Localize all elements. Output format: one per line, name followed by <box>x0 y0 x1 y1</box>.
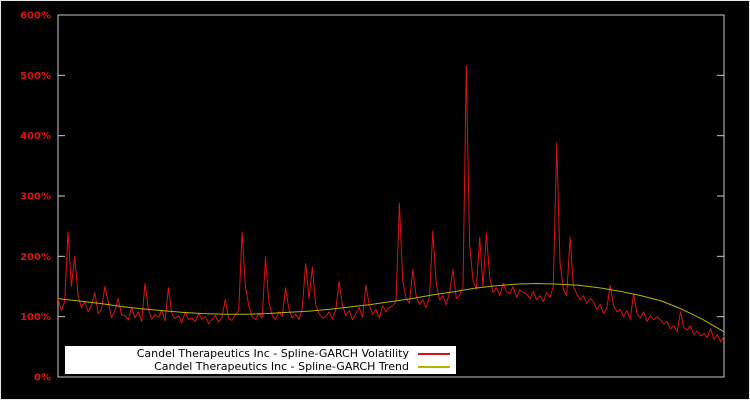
plot-border <box>57 14 725 378</box>
legend-line-sample-volatility <box>418 352 450 355</box>
legend-label-volatility: Candel Therapeutics Inc - Spline-GARCH V… <box>136 347 409 360</box>
y-tick-label: 600% <box>20 11 51 22</box>
y-tick-label: 400% <box>20 131 51 142</box>
y-tick-label: 100% <box>20 312 51 323</box>
y-tick-label: 500% <box>20 71 51 82</box>
y-tick-label: 300% <box>20 192 51 203</box>
chart-legend: Candel Therapeutics Inc - Spline-GARCH V… <box>65 346 456 374</box>
legend-row-volatility: Candel Therapeutics Inc - Spline-GARCH V… <box>65 347 450 360</box>
legend-label-trend: Candel Therapeutics Inc - Spline-GARCH T… <box>154 360 409 373</box>
legend-row-trend: Candel Therapeutics Inc - Spline-GARCH T… <box>65 360 450 373</box>
trend-series-line <box>57 283 725 333</box>
volatility-series-line <box>57 65 725 343</box>
legend-line-sample-trend <box>418 365 450 368</box>
y-tick-label: 200% <box>20 252 51 263</box>
y-tick-label: 0% <box>34 373 51 384</box>
